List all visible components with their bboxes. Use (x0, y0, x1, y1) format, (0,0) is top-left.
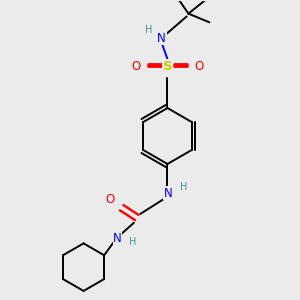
Text: H: H (145, 26, 153, 35)
Text: N: N (164, 187, 172, 200)
Text: O: O (131, 60, 141, 73)
Text: O: O (194, 60, 204, 73)
Text: H: H (179, 182, 187, 192)
Text: N: N (113, 232, 122, 245)
Text: O: O (106, 193, 115, 206)
Text: N: N (157, 32, 166, 45)
Text: H: H (129, 237, 137, 247)
Text: S: S (163, 60, 172, 73)
